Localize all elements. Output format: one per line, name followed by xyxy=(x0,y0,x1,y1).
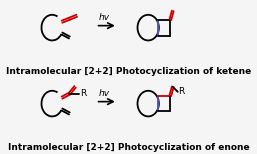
Text: hv: hv xyxy=(99,89,110,98)
Text: R: R xyxy=(179,87,185,96)
Text: hv: hv xyxy=(99,13,110,22)
Text: Intramolecular [2+2] Photocyclization of ketene: Intramolecular [2+2] Photocyclization of… xyxy=(6,67,251,76)
Text: R: R xyxy=(80,89,86,98)
Text: Intramolecular [2+2] Photocyclization of enone: Intramolecular [2+2] Photocyclization of… xyxy=(8,143,249,152)
